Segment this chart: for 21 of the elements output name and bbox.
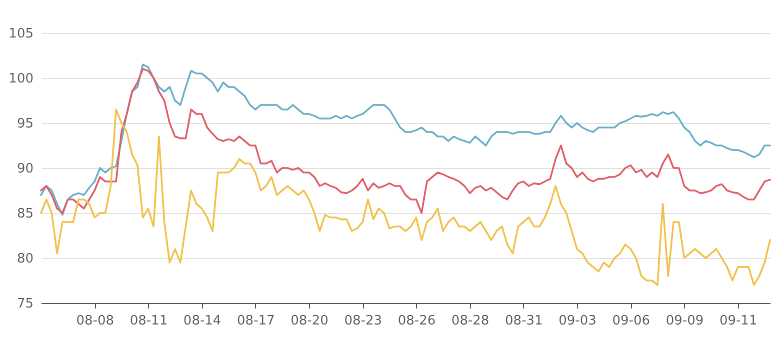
x-tick-label: 09-09 [666, 314, 704, 328]
y-tick-label: 85 [16, 206, 34, 222]
x-tick-label: 08-08 [76, 314, 114, 328]
x-tick-label: 08-17 [237, 314, 275, 328]
y-tick-label: 95 [16, 116, 34, 132]
x-tick-label: 09-03 [558, 314, 596, 328]
y-tick-label: 80 [16, 252, 34, 266]
x-tick-label: 08-28 [451, 314, 490, 328]
y-tick-label: 105 [8, 26, 34, 42]
x-tick-label: 08-23 [344, 314, 382, 328]
x-tick-label: 09-11 [719, 314, 758, 328]
y-tick-label: 90 [16, 162, 34, 176]
line-series [40, 108, 771, 286]
x-tick-label: 08-31 [505, 314, 543, 328]
x-tick-label: 08-20 [290, 314, 328, 328]
x-tick-label: 08-14 [183, 314, 222, 328]
y-tick-label: 75 [16, 296, 34, 312]
x-tick-label: 08-11 [130, 314, 168, 328]
x-tick-label: 08-26 [398, 314, 436, 328]
x-tick-label: 09-06 [612, 314, 650, 328]
y-tick-label: 100 [8, 72, 34, 86]
